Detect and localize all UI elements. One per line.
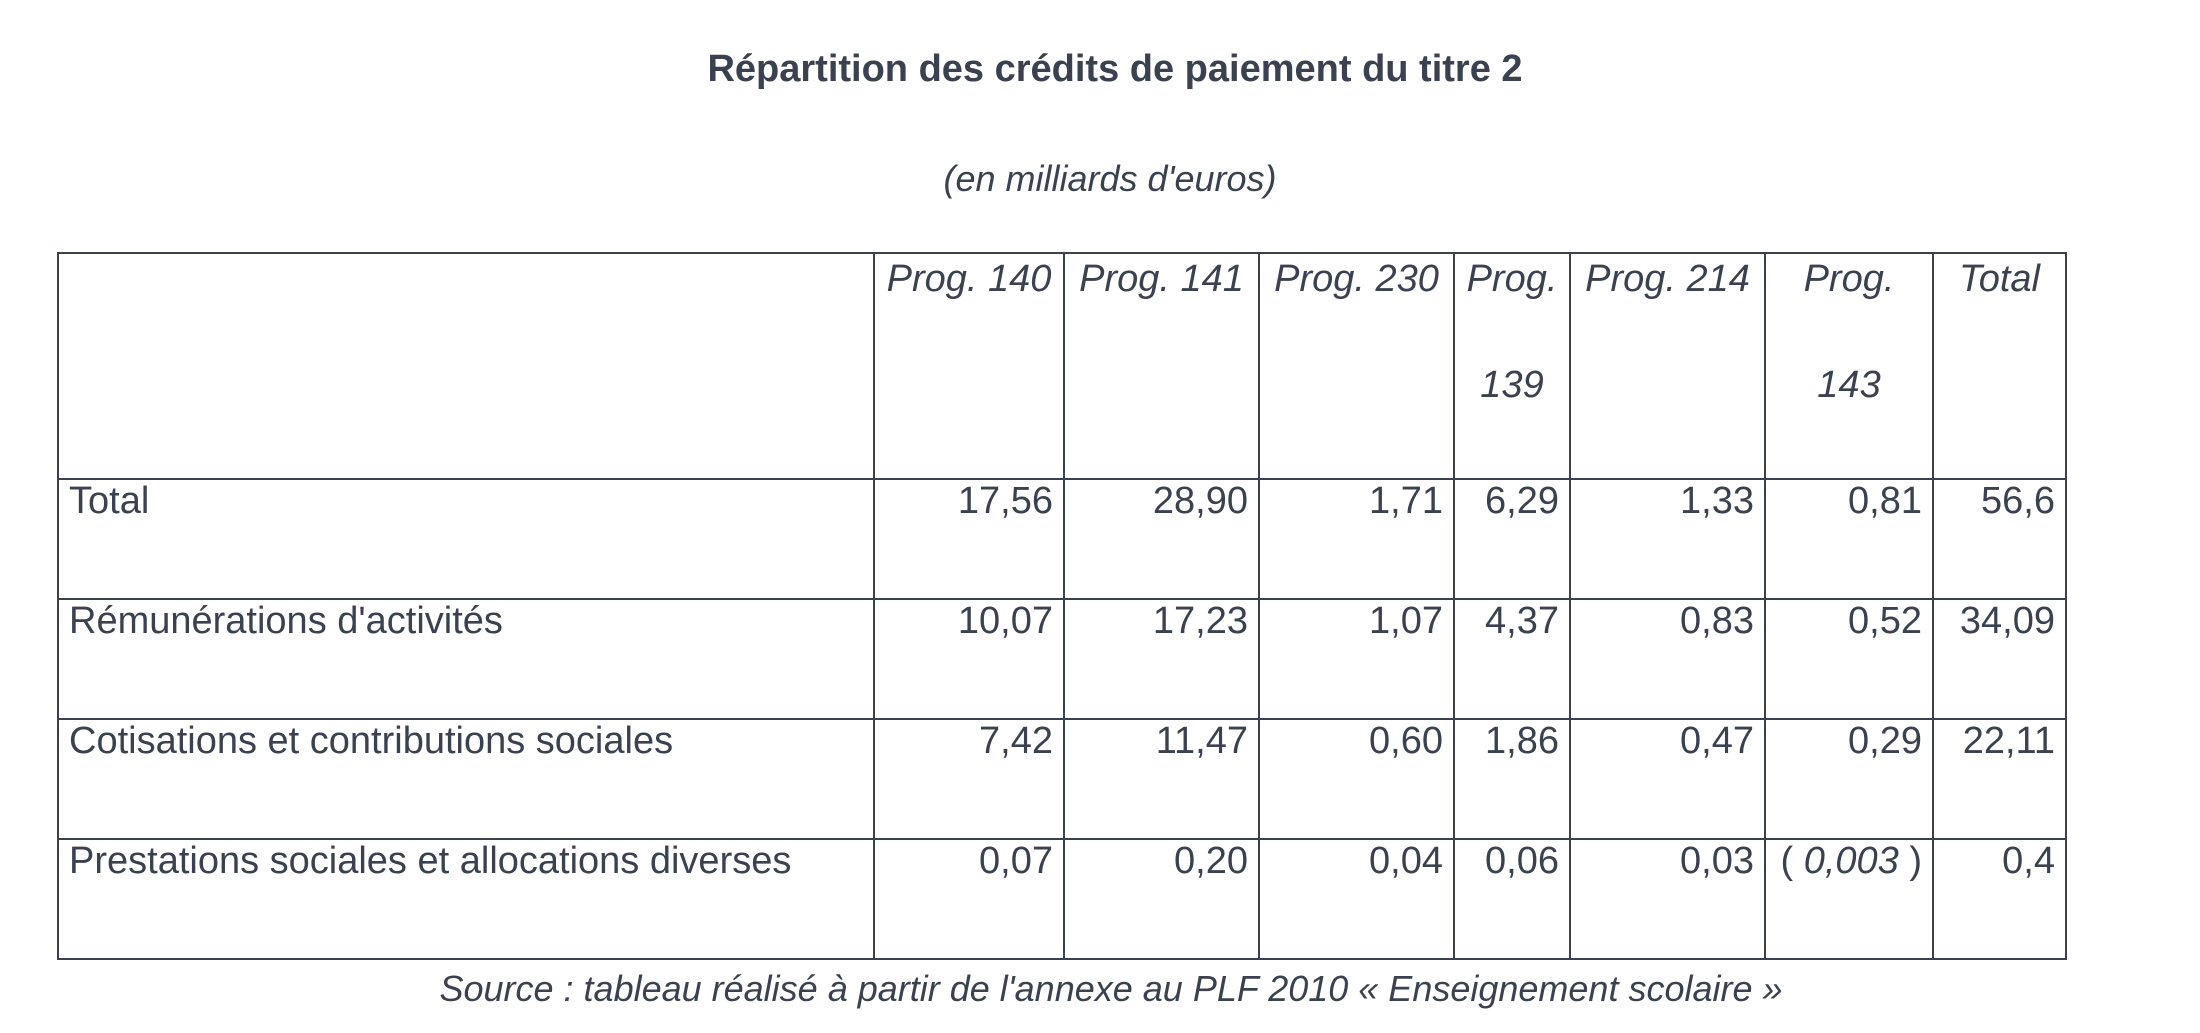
unit-caption: (en milliards d'euros) <box>943 158 1277 199</box>
header-cell-prog-230: Prog. 230 <box>1258 252 1455 480</box>
table-cell: 0,20 <box>1063 838 1260 960</box>
table-cell: 7,42 <box>873 718 1065 840</box>
table-cell: 28,90 <box>1063 478 1260 600</box>
header-cell-prog-214: Prog. 214 <box>1569 252 1766 480</box>
table-cell-value: 0,003 <box>1803 840 1899 882</box>
table-cell: 6,29 <box>1453 478 1571 600</box>
table-cell: 17,56 <box>873 478 1065 600</box>
table-cell: 1,86 <box>1453 718 1571 840</box>
table-cell: 56,6 <box>1932 478 2067 600</box>
row-label: Rémunérations d'activités <box>57 598 875 720</box>
table-row: Total 17,56 28,90 1,71 6,29 1,33 0,81 56… <box>57 478 2067 600</box>
table-cell: 4,37 <box>1453 598 1571 720</box>
table-cell: 0,60 <box>1258 718 1455 840</box>
table-cell: 1,33 <box>1569 478 1766 600</box>
paren-close: ) <box>1898 840 1922 882</box>
header-cell-total: Total <box>1932 252 2067 480</box>
table-cell: 17,23 <box>1063 598 1260 720</box>
table-cell: 11,47 <box>1063 718 1260 840</box>
header-cell-empty <box>57 252 875 480</box>
header-row: Prog. 140 Prog. 141 Prog. 230 Prog. 139 … <box>57 252 2067 480</box>
table-row: Cotisations et contributions sociales 7,… <box>57 718 2067 840</box>
table-cell: 22,11 <box>1932 718 2067 840</box>
table-row: Prestations sociales et allocations dive… <box>57 838 2067 960</box>
table-cell: 0,07 <box>873 838 1065 960</box>
table-cell: 0,03 <box>1569 838 1766 960</box>
table-cell: 0,47 <box>1569 718 1766 840</box>
table-cell: 34,09 <box>1932 598 2067 720</box>
credits-table: Prog. 140 Prog. 141 Prog. 230 Prog. 139 … <box>57 252 2067 960</box>
header-cell-prog-139: Prog. 139 <box>1453 252 1571 480</box>
row-label: Total <box>57 478 875 600</box>
row-label: Prestations sociales et allocations dive… <box>57 838 875 960</box>
paren-open: ( <box>1780 840 1804 882</box>
table-cell: 0,81 <box>1764 478 1934 600</box>
table-cell: 10,07 <box>873 598 1065 720</box>
row-label: Cotisations et contributions sociales <box>57 718 875 840</box>
source-note: Source : tableau réalisé à partir de l'a… <box>439 968 1783 1009</box>
table-title: Répartition des crédits de paiement du t… <box>707 48 1523 90</box>
table-cell-parenthesized: ( 0,003 ) <box>1764 838 1934 960</box>
table-cell: 0,4 <box>1932 838 2067 960</box>
header-cell-prog-141: Prog. 141 <box>1063 252 1260 480</box>
table-cell: 0,52 <box>1764 598 1934 720</box>
table-cell: 0,06 <box>1453 838 1571 960</box>
table-cell: 0,83 <box>1569 598 1766 720</box>
table-cell: 0,04 <box>1258 838 1455 960</box>
table-cell: 1,07 <box>1258 598 1455 720</box>
table-row: Rémunérations d'activités 10,07 17,23 1,… <box>57 598 2067 720</box>
header-cell-prog-140: Prog. 140 <box>873 252 1065 480</box>
table-cell: 0,29 <box>1764 718 1934 840</box>
table-cell: 1,71 <box>1258 478 1455 600</box>
header-cell-prog-143: Prog. 143 <box>1764 252 1934 480</box>
